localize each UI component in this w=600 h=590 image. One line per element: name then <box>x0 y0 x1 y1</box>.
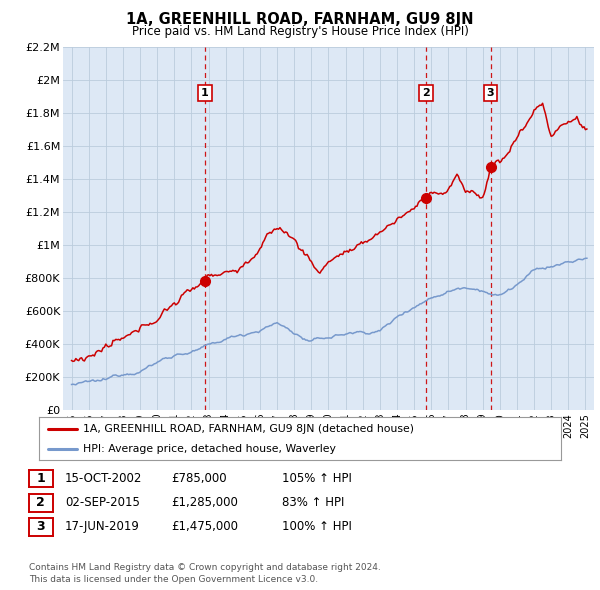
Text: 3: 3 <box>37 520 45 533</box>
Text: £785,000: £785,000 <box>171 472 227 485</box>
Text: 17-JUN-2019: 17-JUN-2019 <box>65 520 140 533</box>
Text: Contains HM Land Registry data © Crown copyright and database right 2024.: Contains HM Land Registry data © Crown c… <box>29 563 380 572</box>
Text: 02-SEP-2015: 02-SEP-2015 <box>65 496 140 509</box>
Text: 3: 3 <box>487 88 494 99</box>
Text: This data is licensed under the Open Government Licence v3.0.: This data is licensed under the Open Gov… <box>29 575 318 584</box>
Text: 83% ↑ HPI: 83% ↑ HPI <box>282 496 344 509</box>
Text: 1: 1 <box>37 472 45 485</box>
Text: 15-OCT-2002: 15-OCT-2002 <box>65 472 142 485</box>
Text: £1,285,000: £1,285,000 <box>171 496 238 509</box>
Text: 2: 2 <box>422 88 430 99</box>
Text: 2: 2 <box>37 496 45 509</box>
Text: £1,475,000: £1,475,000 <box>171 520 238 533</box>
Text: 1A, GREENHILL ROAD, FARNHAM, GU9 8JN: 1A, GREENHILL ROAD, FARNHAM, GU9 8JN <box>126 12 474 27</box>
Text: 1A, GREENHILL ROAD, FARNHAM, GU9 8JN (detached house): 1A, GREENHILL ROAD, FARNHAM, GU9 8JN (de… <box>83 424 415 434</box>
Text: 105% ↑ HPI: 105% ↑ HPI <box>282 472 352 485</box>
Text: Price paid vs. HM Land Registry's House Price Index (HPI): Price paid vs. HM Land Registry's House … <box>131 25 469 38</box>
Text: 100% ↑ HPI: 100% ↑ HPI <box>282 520 352 533</box>
Text: 1: 1 <box>201 88 209 99</box>
Text: HPI: Average price, detached house, Waverley: HPI: Average price, detached house, Wave… <box>83 444 336 454</box>
